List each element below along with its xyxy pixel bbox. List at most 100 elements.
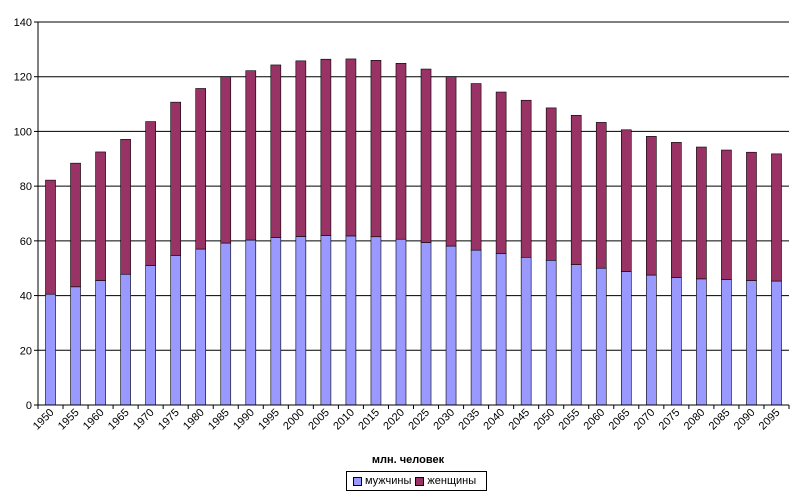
bar-women <box>195 88 207 250</box>
x-tick-label: 2050 <box>532 407 558 433</box>
bar-men <box>170 255 181 406</box>
y-tick-label: 100 <box>14 126 32 138</box>
x-tick-label: 2035 <box>456 407 482 433</box>
bar-women <box>545 107 557 261</box>
bar-women <box>470 83 482 251</box>
bar-men <box>545 259 557 406</box>
bar-women <box>145 121 156 266</box>
bar-women <box>420 68 432 243</box>
x-tick-label: 2055 <box>557 407 583 433</box>
bar-men <box>370 236 382 406</box>
legend: мужчины женщины <box>346 471 488 491</box>
legend-item-men: мужчины <box>353 475 411 487</box>
bar-men <box>595 267 607 406</box>
bars <box>45 58 782 406</box>
x-tick-label: 2025 <box>406 407 432 433</box>
bar-men <box>345 235 357 406</box>
x-axis-label: млн. человек <box>372 454 445 466</box>
x-tick-label: 2030 <box>431 407 457 433</box>
bar-men <box>746 280 757 406</box>
bar-men <box>320 235 332 406</box>
x-tick-label: 2060 <box>582 407 608 433</box>
bar-women <box>646 136 657 276</box>
bar-men <box>721 279 732 406</box>
bar-men <box>671 277 682 406</box>
x-tick-label: 2085 <box>707 407 733 433</box>
y-tick-label: 60 <box>20 236 32 248</box>
legend-swatch-men <box>353 476 362 486</box>
bar-women <box>395 63 407 240</box>
bar-women <box>45 179 56 295</box>
bar-men <box>95 280 106 406</box>
bar-men <box>520 256 532 406</box>
bar-men <box>495 253 507 406</box>
bar-women <box>95 151 106 281</box>
x-tick-label: 2070 <box>632 407 658 433</box>
x-tick-label: 1950 <box>31 407 57 433</box>
bar-women <box>70 162 81 288</box>
x-tick-label: 2020 <box>381 407 407 433</box>
x-tick-label: 2005 <box>306 407 332 433</box>
bar-women <box>120 139 131 275</box>
x-tick-label: 2075 <box>657 407 683 433</box>
x-tick-label: 1980 <box>181 407 207 433</box>
bar-men <box>570 264 582 406</box>
bar-women <box>295 60 307 237</box>
bar-men <box>45 293 56 406</box>
bar-men <box>420 242 432 406</box>
y-tick-label: 140 <box>14 17 32 29</box>
bar-men <box>145 265 156 406</box>
bar-men <box>70 286 81 406</box>
y-tick-label: 20 <box>20 345 32 357</box>
legend-label-women: женщины <box>427 475 477 487</box>
bar-women <box>696 146 707 280</box>
legend-swatch-women <box>415 476 425 486</box>
x-tick-label: 2040 <box>481 407 507 433</box>
bar-men <box>270 237 282 406</box>
x-tick-label: 1965 <box>106 407 132 433</box>
x-tick-label: 2045 <box>506 407 532 433</box>
bar-women <box>370 59 382 238</box>
bar-women <box>746 151 757 281</box>
bar-women <box>595 122 607 269</box>
x-tick-label: 1960 <box>81 407 107 433</box>
bar-women <box>170 101 181 256</box>
bar-men <box>245 239 257 406</box>
y-tick-label: 0 <box>26 400 32 412</box>
y-tick-label: 120 <box>14 72 32 84</box>
bar-men <box>696 278 707 406</box>
x-tick-label: 2090 <box>732 407 758 433</box>
bar-men <box>295 236 307 406</box>
bar-women <box>620 129 632 272</box>
bar-men <box>620 271 632 406</box>
bar-men <box>445 245 457 406</box>
bar-men <box>195 248 207 406</box>
bar-women <box>520 99 532 258</box>
bar-men <box>120 273 131 406</box>
bar-women <box>721 149 732 281</box>
legend-item-women: женщины <box>415 475 476 487</box>
bar-women <box>570 114 582 265</box>
bar-men <box>470 249 482 406</box>
bar-men <box>395 238 407 406</box>
bar-women <box>771 153 782 282</box>
x-tick-label: 1985 <box>206 407 232 433</box>
y-tick-label: 40 <box>20 291 32 303</box>
bar-women <box>495 91 507 255</box>
bar-men <box>646 274 657 406</box>
bar-men <box>220 242 232 406</box>
x-tick-label: 1995 <box>256 407 282 433</box>
x-tick-label: 2080 <box>682 407 708 433</box>
bar-women <box>671 142 682 278</box>
x-tick-label: 1970 <box>131 407 157 433</box>
y-tick-label: 80 <box>20 181 32 193</box>
x-tick-label: 2000 <box>281 407 307 433</box>
x-tick-label: 2015 <box>356 407 382 433</box>
bar-women <box>220 76 232 244</box>
gridlines <box>38 21 789 351</box>
bar-men <box>771 280 782 406</box>
x-tick-label: 2095 <box>757 407 783 433</box>
x-tick-label: 1955 <box>56 407 82 433</box>
bar-women <box>445 76 457 247</box>
